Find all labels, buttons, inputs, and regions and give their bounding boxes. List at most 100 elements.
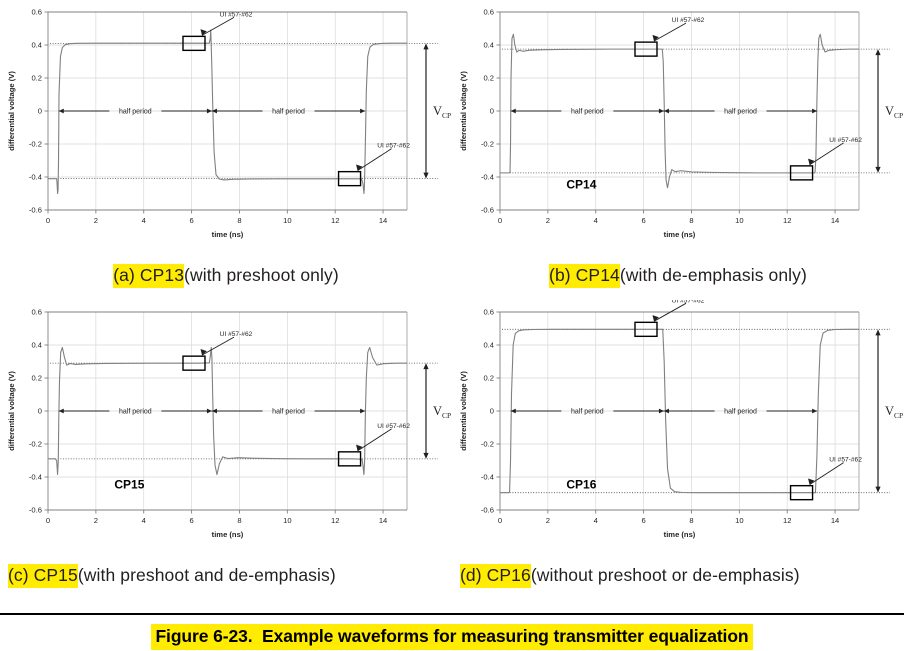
x-tick-label: 8	[237, 516, 241, 525]
x-tick-label: 8	[689, 216, 693, 225]
x-axis-ticks: 0 2 4 6 8 10 12 14	[498, 510, 839, 525]
reference-lines	[502, 328, 890, 494]
x-axis-title: time (ns)	[212, 230, 244, 239]
subcaption-cp13: (a) CP13 (with preshoot only)	[0, 252, 452, 300]
y-tick-label: 0.4	[483, 41, 494, 50]
x-axis-title: time (ns)	[664, 230, 696, 239]
subcaption-cp16-plain: (without preshoot or de-emphasis)	[530, 565, 800, 585]
y-tick-label: -0.6	[481, 506, 494, 515]
y-tick-label: 0.4	[31, 41, 42, 50]
x-tick-label: 4	[142, 516, 146, 525]
y-tick-label: 0	[490, 407, 494, 416]
x-axis-title: time (ns)	[212, 530, 244, 539]
chart-svg-cp16: -0.6 -0.4 -0.2 0 0.2 0.4 0.6 0 2 4 6 8 10 12 14 time (n…	[459, 297, 904, 539]
inplot-cp-label: CP15	[114, 478, 144, 492]
x-tick-label: 0	[498, 216, 502, 225]
subcaption-cp13-plain: (with preshoot only)	[184, 265, 339, 285]
ui-window-box	[634, 321, 658, 338]
voltage-measure-arrow	[423, 43, 429, 179]
x-tick-label: 0	[498, 516, 502, 525]
chart-svg-cp15: -0.6 -0.4 -0.2 0 0.2 0.4 0.6 0 2 4 6 8 10 12 14 time (n…	[7, 308, 459, 539]
ui-annotations: UI #57-#62 UI #57-#62	[182, 331, 410, 467]
x-tick-label: 6	[189, 516, 193, 525]
voltage-label: VCP13	[433, 104, 452, 120]
subcaption-cp13-highlight: (a) CP13	[113, 264, 185, 288]
x-tick-label: 0	[46, 216, 50, 225]
y-tick-label: -0.4	[481, 473, 494, 482]
waveform-panel-grid: -0.6 -0.4 -0.2 0 0.2 0.4 0.6 0 2 4 6 8 10 12 14 time (n…	[0, 0, 904, 600]
y-axis-ticks: -0.6 -0.4 -0.2 0 0.2 0.4 0.6	[481, 308, 500, 515]
y-axis-title: differential voltage (V)	[459, 71, 468, 151]
x-tick-label: 2	[94, 216, 98, 225]
ui-annotation-label: UI #57-#62	[220, 331, 253, 338]
half-period-label: half period	[571, 409, 604, 416]
y-tick-label: -0.6	[29, 506, 42, 515]
half-period-label: half period	[724, 409, 757, 416]
ui-window-box	[789, 165, 814, 181]
ui-annotation-label: UI #57-#62	[377, 143, 410, 150]
ui-annotation-label: UI #57-#62	[377, 423, 410, 430]
y-tick-label: 0.6	[31, 308, 42, 317]
y-tick-label: -0.2	[481, 140, 494, 149]
y-tick-label: 0.6	[483, 8, 494, 17]
panel-cp15: -0.6 -0.4 -0.2 0 0.2 0.4 0.6 0 2 4 6 8 10 12 14 time (n…	[0, 300, 459, 600]
x-tick-label: 8	[237, 216, 241, 225]
voltage-measure-arrow	[423, 363, 429, 459]
plot-cp15: -0.6 -0.4 -0.2 0 0.2 0.4 0.6 0 2 4 6 8 10 12 14 time (n…	[0, 300, 459, 552]
ui-annotations: UI #57-#62 UI #57-#62	[634, 297, 862, 501]
ui-annotation-label: UI #57-#62	[220, 11, 253, 18]
y-tick-label: -0.2	[481, 440, 494, 449]
x-tick-label: 14	[831, 516, 839, 525]
x-tick-label: 2	[546, 516, 550, 525]
x-tick-label: 2	[94, 516, 98, 525]
ui-window-box	[337, 170, 362, 187]
subcaption-cp14-plain: (with de-emphasis only)	[619, 265, 807, 285]
x-tick-label: 4	[594, 516, 598, 525]
subcaption-cp14-highlight: (b) CP14	[549, 264, 620, 288]
half-period-label: half period	[724, 109, 757, 116]
x-tick-label: 10	[735, 216, 743, 225]
figure-divider-rule	[0, 613, 904, 615]
y-tick-label: 0.2	[483, 374, 494, 383]
x-tick-label: 4	[594, 216, 598, 225]
waveform-trace	[499, 33, 860, 189]
x-tick-label: 12	[783, 516, 791, 525]
voltage-label-subscript: CP14	[894, 111, 904, 120]
waveform-trace	[47, 346, 408, 476]
y-tick-label: -0.6	[481, 206, 494, 215]
half-period-annotations: half period half period	[58, 408, 366, 416]
x-tick-label: 10	[283, 216, 291, 225]
voltage-label-subscript: CP16	[894, 411, 904, 420]
ui-annotation-label: UI #57-#62	[672, 17, 705, 24]
chart-svg-cp14: -0.6 -0.4 -0.2 0 0.2 0.4 0.6 0 2 4 6 8 10 12 14 time (n…	[459, 8, 904, 239]
x-tick-label: 10	[283, 516, 291, 525]
half-period-annotations: half period half period	[58, 108, 366, 116]
y-tick-label: 0.2	[483, 74, 494, 83]
y-axis-ticks: -0.6 -0.4 -0.2 0 0.2 0.4 0.6	[481, 8, 500, 215]
ui-window-box	[634, 41, 658, 57]
ui-annotation-label: UI #57-#62	[829, 137, 862, 144]
x-axis-title: time (ns)	[664, 530, 696, 539]
y-tick-label: -0.4	[29, 473, 42, 482]
y-tick-label: 0	[38, 407, 42, 416]
ui-annotation-label: UI #57-#62	[829, 457, 862, 464]
panel-cp14: -0.6 -0.4 -0.2 0 0.2 0.4 0.6 0 2 4 6 8 10 12 14 time (n…	[452, 0, 904, 300]
voltage-label: VCP15	[433, 404, 452, 420]
y-tick-label: -0.6	[29, 206, 42, 215]
x-tick-label: 10	[735, 516, 743, 525]
x-tick-label: 14	[379, 216, 387, 225]
reference-lines	[50, 42, 438, 180]
x-tick-label: 2	[546, 216, 550, 225]
x-tick-label: 0	[46, 516, 50, 525]
subcaption-cp16: (d) CP16 (without preshoot or de-emphasis…	[452, 552, 904, 600]
half-period-label: half period	[571, 109, 604, 116]
subcaption-cp15-highlight: (c) CP15	[8, 564, 78, 588]
reference-lines	[502, 48, 890, 174]
ui-window-box	[789, 484, 814, 501]
inplot-cp-label: CP14	[566, 178, 596, 192]
y-axis-title: differential voltage (V)	[7, 71, 16, 151]
ui-window-box	[182, 355, 206, 371]
x-tick-label: 6	[189, 216, 193, 225]
y-tick-label: 0.6	[483, 308, 494, 317]
subcaption-cp14: (b) CP14 (with de-emphasis only)	[452, 252, 904, 300]
